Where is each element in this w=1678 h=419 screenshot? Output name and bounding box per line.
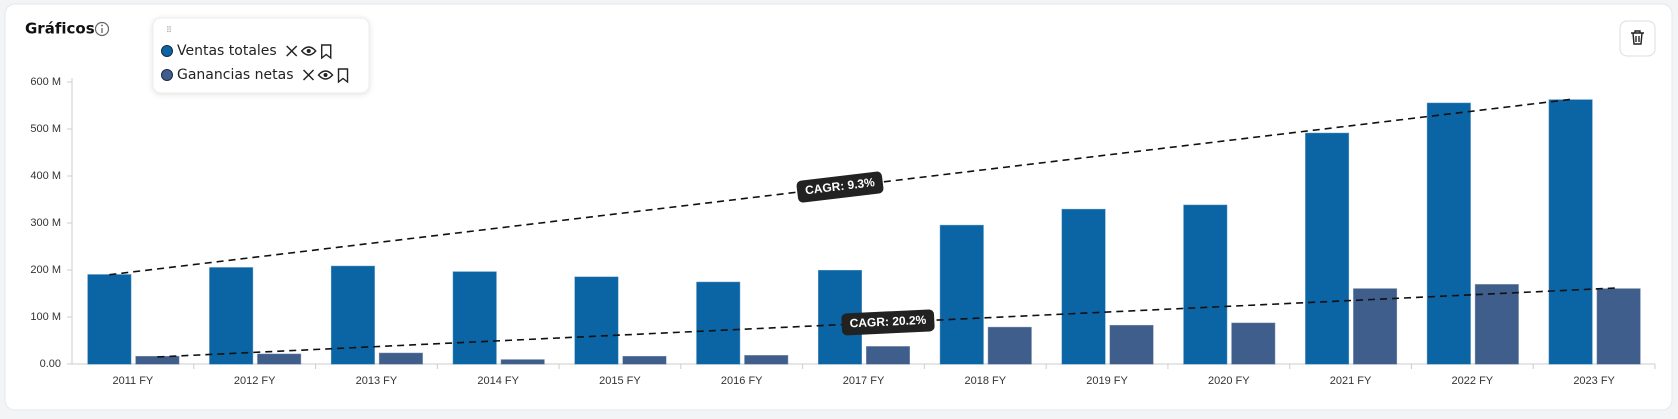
x-tick-label: 2017 FY xyxy=(843,375,885,387)
y-tick-label: 0.00 xyxy=(40,358,61,370)
x-tick-label: 2015 FY xyxy=(599,375,641,387)
x-tick-label: 2020 FY xyxy=(1208,375,1250,387)
bookmark-icon[interactable] xyxy=(337,68,349,84)
y-tick-label: 600 M xyxy=(30,76,61,88)
legend: ⠿ Ventas totales Ganancias netas xyxy=(152,17,370,94)
x-tick-label: 2019 FY xyxy=(1086,375,1128,387)
drag-handle[interactable]: ⠿ xyxy=(166,26,172,35)
bar xyxy=(1596,288,1641,365)
trend-label-bg xyxy=(841,309,935,336)
legend-swatch xyxy=(161,69,173,81)
legend-swatch xyxy=(161,45,173,57)
legend-box xyxy=(152,17,370,94)
y-tick-label: 100 M xyxy=(30,311,61,323)
bar xyxy=(1426,102,1471,365)
trend-label: CAGR: 9.3% xyxy=(796,171,884,203)
bar xyxy=(744,355,789,365)
x-tick-label: 2022 FY xyxy=(1452,375,1494,387)
visibility-icon[interactable] xyxy=(300,46,317,56)
x-tick-label: 2018 FY xyxy=(964,375,1006,387)
x-tick-label: 2013 FY xyxy=(356,375,398,387)
bar xyxy=(1231,322,1276,365)
y-tick-label: 200 M xyxy=(30,264,61,276)
remove-icon[interactable] xyxy=(302,69,315,81)
x-tick-label: 2014 FY xyxy=(477,375,519,387)
bar xyxy=(987,326,1032,365)
bar xyxy=(257,353,302,365)
remove-icon[interactable] xyxy=(286,45,298,57)
trend-label-bg xyxy=(796,171,884,203)
x-tick-label: 2021 FY xyxy=(1330,375,1372,387)
trend-line xyxy=(157,287,1619,358)
bar xyxy=(574,276,619,365)
bar xyxy=(87,274,132,365)
trend-label: CAGR: 20.2% xyxy=(841,309,935,336)
visibility-icon[interactable] xyxy=(317,70,334,80)
bar xyxy=(939,224,984,365)
bar xyxy=(1305,132,1350,365)
trend-label-text: CAGR: 20.2% xyxy=(849,313,927,331)
bar xyxy=(209,267,254,365)
card-title: Gráficos xyxy=(25,20,95,38)
y-tick-label: 500 M xyxy=(30,123,61,135)
legend-label: Ventas totales xyxy=(177,43,277,59)
visibility-icon-pupil[interactable] xyxy=(323,73,328,77)
legend-label: Ganancias netas xyxy=(177,67,294,83)
bar xyxy=(1474,284,1519,365)
bar xyxy=(1548,99,1593,365)
bar xyxy=(1061,208,1106,365)
info-icon[interactable] xyxy=(94,21,110,37)
bar xyxy=(1183,204,1228,365)
bar xyxy=(500,359,545,365)
bar xyxy=(622,355,667,365)
visibility-icon-pupil[interactable] xyxy=(306,49,311,53)
bar xyxy=(452,271,497,365)
bar xyxy=(378,352,423,365)
x-tick-label: 2016 FY xyxy=(721,375,763,387)
bar xyxy=(1109,324,1154,365)
y-tick-label: 400 M xyxy=(30,170,61,182)
bar xyxy=(1353,288,1398,365)
bar xyxy=(330,265,375,365)
x-tick-label: 2011 FY xyxy=(112,375,153,387)
bar xyxy=(135,355,180,365)
x-tick-label: 2012 FY xyxy=(234,375,276,387)
x-tick-label: 2023 FY xyxy=(1573,375,1615,387)
y-tick-label: 300 M xyxy=(30,217,61,229)
delete-button[interactable] xyxy=(1619,20,1656,57)
bar xyxy=(866,346,910,365)
bookmark-icon[interactable] xyxy=(321,44,332,60)
bar xyxy=(696,281,741,365)
card xyxy=(4,3,1673,411)
